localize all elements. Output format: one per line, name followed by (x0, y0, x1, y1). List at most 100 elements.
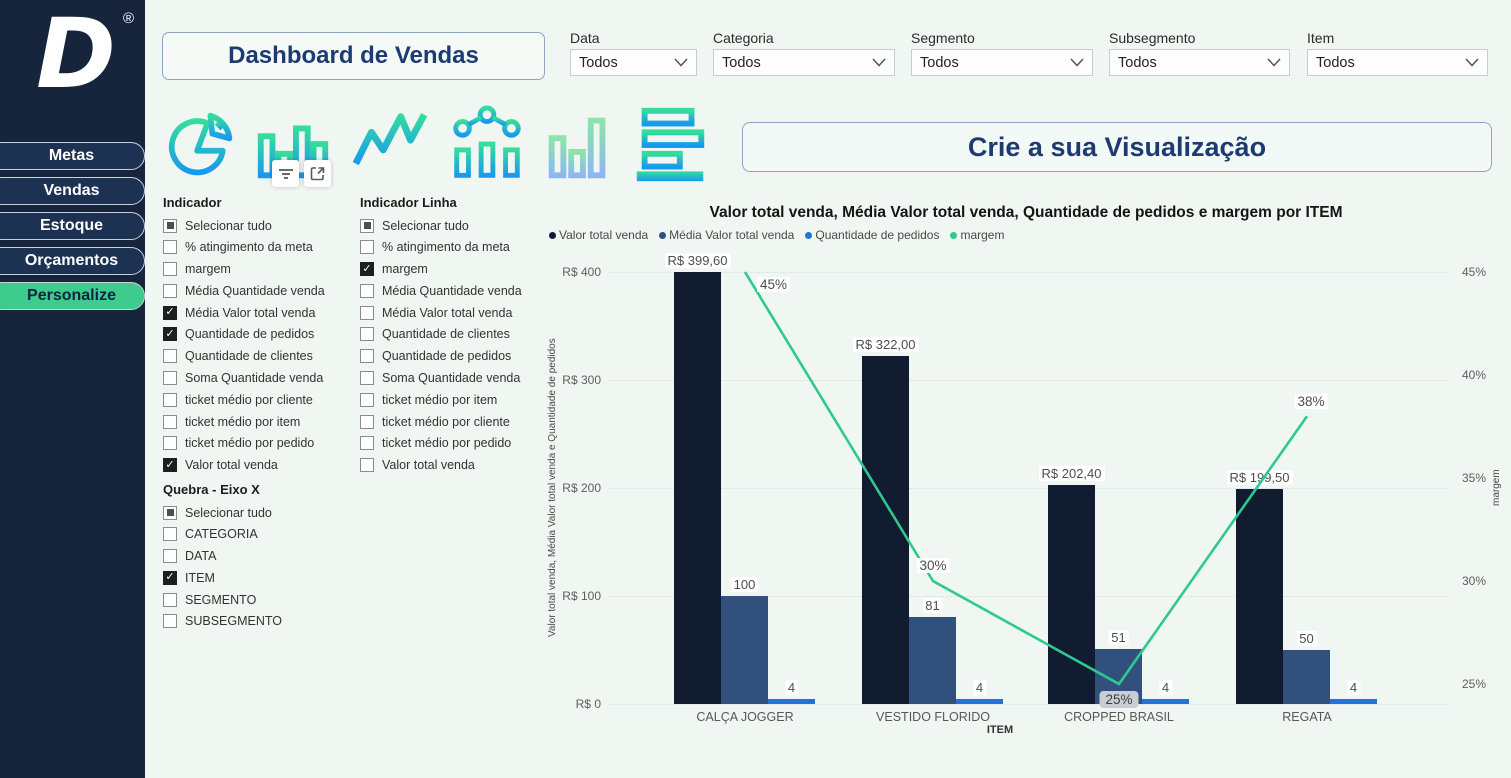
bar-valor-total-venda[interactable] (1236, 488, 1283, 704)
checkbox-unchecked[interactable] (163, 283, 177, 298)
filter-icon[interactable] (272, 160, 299, 187)
sidebar-item-vendas[interactable]: Vendas (0, 177, 145, 205)
checkbox-item-media-valor-total-venda[interactable]: ✓ Média Valor total venda (163, 305, 358, 320)
sidebar-nav: Metas Vendas Estoque Orçamentos Personalize (0, 142, 145, 317)
bar-media-valor-total-venda[interactable] (1283, 650, 1330, 704)
focus-mode-icon[interactable] (304, 160, 331, 187)
bar-quantidade-de-pedidos[interactable] (956, 699, 1003, 704)
checkbox-unchecked[interactable] (163, 592, 177, 607)
pie-chart-icon[interactable] (161, 103, 237, 189)
checkbox-unchecked[interactable] (163, 436, 177, 451)
checkbox-partial[interactable] (163, 505, 177, 520)
checkbox-unchecked[interactable] (163, 371, 177, 386)
bar-media-valor-total-venda[interactable] (721, 596, 768, 704)
checkbox-checked[interactable]: ✓ (360, 262, 374, 277)
bar-media-valor-total-venda[interactable] (909, 616, 956, 704)
left-axis-tick: R$ 100 (562, 589, 601, 603)
checkbox-checked[interactable]: ✓ (163, 570, 177, 585)
dot-line-chart-icon[interactable] (446, 103, 528, 189)
bar-quantidade-de-pedidos[interactable] (1142, 699, 1189, 704)
checkbox-item-item[interactable]: ✓ ITEM (163, 570, 358, 585)
checkbox-unchecked[interactable] (163, 549, 177, 564)
bar-quantidade-de-pedidos[interactable] (1330, 699, 1377, 704)
checkbox-item-ticket-medio-por-pedido[interactable]: ticket médio por pedido (360, 436, 555, 451)
checkbox-item-quantidade-de-clientes[interactable]: Quantidade de clientes (163, 349, 358, 364)
checkbox-item-subsegmento[interactable]: SUBSEGMENTO (163, 614, 358, 629)
filter-dropdown-segmento[interactable]: Todos (911, 49, 1093, 76)
checkbox-item-categoria[interactable]: CATEGORIA (163, 527, 358, 542)
checkbox-partial[interactable] (360, 218, 374, 233)
checkbox-checked[interactable]: ✓ (163, 458, 177, 473)
checkbox-unchecked[interactable] (360, 458, 374, 473)
checkbox-unchecked[interactable] (360, 436, 374, 451)
checkbox-unchecked[interactable] (360, 392, 374, 407)
checkbox-item-soma-quantidade-venda[interactable]: Soma Quantidade venda (360, 371, 555, 386)
sidebar-item-estoque[interactable]: Estoque (0, 212, 145, 240)
checkbox-unchecked[interactable] (163, 527, 177, 542)
checkbox-item-selecionar-tudo[interactable]: Selecionar tudo (360, 218, 555, 233)
checkbox-unchecked[interactable] (360, 349, 374, 364)
checkbox-item-margem[interactable]: margem (163, 262, 358, 277)
checkbox-item-data[interactable]: DATA (163, 549, 358, 564)
checkbox-item-ticket-medio-por-cliente[interactable]: ticket médio por cliente (360, 414, 555, 429)
line-chart-icon[interactable] (349, 103, 431, 189)
checkbox-label: ITEM (185, 570, 215, 585)
checkbox-item-media-valor-total-venda[interactable]: Média Valor total venda (360, 305, 555, 320)
checkbox-label: CATEGORIA (185, 527, 258, 542)
checkbox-unchecked[interactable] (163, 614, 177, 629)
checkbox-unchecked[interactable] (360, 414, 374, 429)
checkbox-unchecked[interactable] (360, 327, 374, 342)
bar-chart-light-icon[interactable] (543, 103, 615, 189)
checkbox-item-valor-total-venda[interactable]: ✓ Valor total venda (163, 458, 358, 473)
checkbox-unchecked[interactable] (360, 305, 374, 320)
checkbox-item-valor-total-venda[interactable]: Valor total venda (360, 458, 555, 473)
checkbox-item-quantidade-de-clientes[interactable]: Quantidade de clientes (360, 327, 555, 342)
checkbox-item-soma-quantidade-venda[interactable]: Soma Quantidade venda (163, 371, 358, 386)
bar-value-label: 4 (1346, 680, 1361, 695)
filter-dropdown-item[interactable]: Todos (1307, 49, 1488, 76)
checkbox-item-selecionar-tudo[interactable]: Selecionar tudo (163, 505, 358, 520)
filter-dropdown-subsegmento[interactable]: Todos (1109, 49, 1290, 76)
checkbox-partial[interactable] (163, 218, 177, 233)
checkbox-item-media-quantidade-venda[interactable]: Média Quantidade venda (360, 283, 555, 298)
checkbox-unchecked[interactable] (163, 262, 177, 277)
checkbox-unchecked[interactable] (360, 371, 374, 386)
gridline (610, 380, 1450, 381)
checkbox-item-ticket-medio-por-item[interactable]: ticket médio por item (360, 392, 555, 407)
sidebar-item-personalize[interactable]: Personalize (0, 282, 145, 310)
legend-item-margem[interactable]: margem (950, 228, 1004, 242)
checkbox-label: Selecionar tudo (382, 218, 469, 233)
checkbox-item-ticket-medio-por-pedido[interactable]: ticket médio por pedido (163, 436, 358, 451)
checkbox-item-ticket-medio-por-cliente[interactable]: ticket médio por cliente (163, 392, 358, 407)
right-axis-tick: 35% (1462, 471, 1487, 485)
checkbox-unchecked[interactable] (163, 349, 177, 364)
checkbox-item-margem[interactable]: ✓ margem (360, 262, 555, 277)
filter-dropdown-data[interactable]: Todos (570, 49, 697, 76)
horizontal-bar-chart-icon[interactable] (630, 103, 712, 189)
checkbox-item-quantidade-de-pedidos[interactable]: Quantidade de pedidos (360, 349, 555, 364)
sidebar-item-metas[interactable]: Metas (0, 142, 145, 170)
checkbox-item-selecionar-tudo[interactable]: Selecionar tudo (163, 218, 358, 233)
legend-item-media-valor-total-venda[interactable]: Média Valor total venda (659, 228, 794, 242)
checkbox-item-atingimento-da-meta[interactable]: % atingimento da meta (360, 240, 555, 255)
checkbox-label: Selecionar tudo (185, 218, 272, 233)
bar-valor-total-venda[interactable] (674, 272, 721, 704)
checkbox-item-segmento[interactable]: SEGMENTO (163, 592, 358, 607)
checkbox-unchecked[interactable] (163, 414, 177, 429)
checkbox-item-ticket-medio-por-item[interactable]: ticket médio por item (163, 414, 358, 429)
checkbox-unchecked[interactable] (163, 392, 177, 407)
checkbox-unchecked[interactable] (360, 240, 374, 255)
bar-value-label: R$ 202,40 (1038, 466, 1105, 482)
legend-item-quantidade-de-pedidos[interactable]: Quantidade de pedidos (805, 228, 939, 242)
checkbox-checked[interactable]: ✓ (163, 305, 177, 320)
sidebar-item-orcamentos[interactable]: Orçamentos (0, 247, 145, 275)
checkbox-unchecked[interactable] (360, 283, 374, 298)
checkbox-item-quantidade-de-pedidos[interactable]: ✓ Quantidade de pedidos (163, 327, 358, 342)
checkbox-item-media-quantidade-venda[interactable]: Média Quantidade venda (163, 283, 358, 298)
checkbox-unchecked[interactable] (163, 240, 177, 255)
bar-quantidade-de-pedidos[interactable] (768, 699, 815, 704)
checkbox-checked[interactable]: ✓ (163, 327, 177, 342)
checkbox-item-atingimento-da-meta[interactable]: % atingimento da meta (163, 240, 358, 255)
filter-dropdown-categoria[interactable]: Todos (713, 49, 895, 76)
legend-item-valor-total-venda[interactable]: Valor total venda (549, 228, 648, 242)
